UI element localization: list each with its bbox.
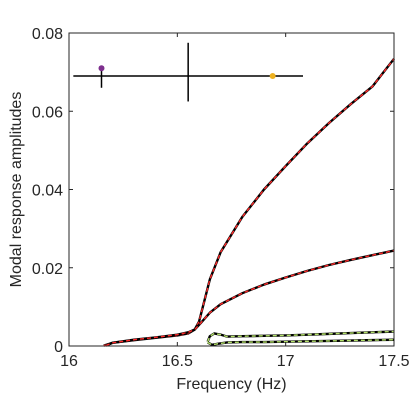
series-overlay-2 (105, 249, 395, 347)
marker-layer (73, 42, 303, 102)
series-overlay-3 (207, 330, 395, 342)
plot-area (69, 33, 394, 346)
x-tick-label: 17 (277, 353, 295, 370)
y-tick-label: 0.04 (32, 183, 63, 200)
x-tick-label: 16.5 (162, 353, 193, 370)
y-tick-label: 0.06 (32, 104, 63, 121)
y-tick-label: 0 (54, 339, 63, 356)
marker-dot-3 (98, 65, 105, 72)
series-layer (103, 58, 395, 347)
y-tick-label: 0.08 (32, 26, 63, 43)
x-axis-label: Frequency (Hz) (176, 376, 286, 393)
y-tick-label: 0.02 (32, 261, 63, 278)
y-axis-label: Modal response amplitudes (8, 92, 25, 288)
series-overlay-4 (207, 339, 395, 346)
plot-background (69, 33, 394, 346)
marker-dot-4 (269, 73, 276, 80)
x-tick-label: 17.5 (378, 353, 409, 370)
axes-layer: 16 16.5 17 17.5 0 0.02 0.04 0.06 0.08 (32, 26, 410, 370)
x-tick-label: 16 (60, 353, 78, 370)
